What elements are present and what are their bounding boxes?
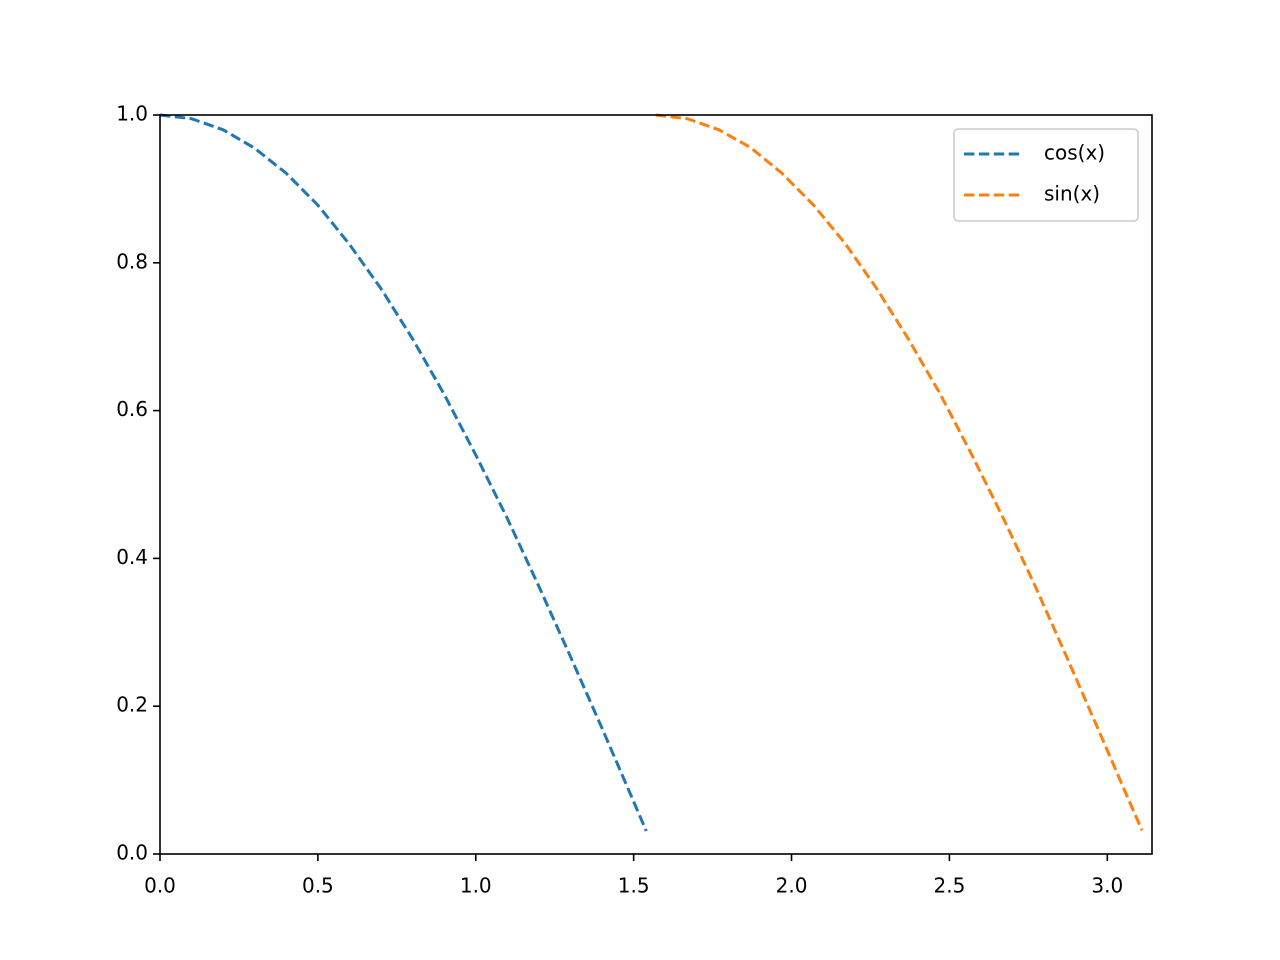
y-tick-label: 0.2 bbox=[116, 693, 148, 717]
plot-frame bbox=[159, 114, 1153, 855]
y-tick-label: 0.4 bbox=[116, 545, 148, 569]
x-tick-label: 3.0 bbox=[1091, 874, 1123, 898]
line-series bbox=[159, 113, 648, 832]
line-series bbox=[655, 113, 1144, 831]
legend-label: sin(x) bbox=[1044, 182, 1100, 206]
x-tick-label: 1.5 bbox=[618, 874, 650, 898]
x-tick-label: 0.0 bbox=[144, 874, 176, 898]
x-tick-label: 2.0 bbox=[776, 874, 808, 898]
x-tick-label: 0.5 bbox=[302, 874, 334, 898]
x-tick-label: 1.0 bbox=[460, 874, 492, 898]
legend-box bbox=[953, 128, 1139, 222]
x-tick-label: 2.5 bbox=[934, 874, 966, 898]
y-tick-label: 0.8 bbox=[116, 249, 148, 273]
y-tick-label: 0.0 bbox=[116, 841, 148, 865]
y-tick-label: 0.6 bbox=[116, 397, 148, 421]
y-tick-label: 1.0 bbox=[116, 102, 148, 126]
legend-label: cos(x) bbox=[1044, 141, 1105, 165]
